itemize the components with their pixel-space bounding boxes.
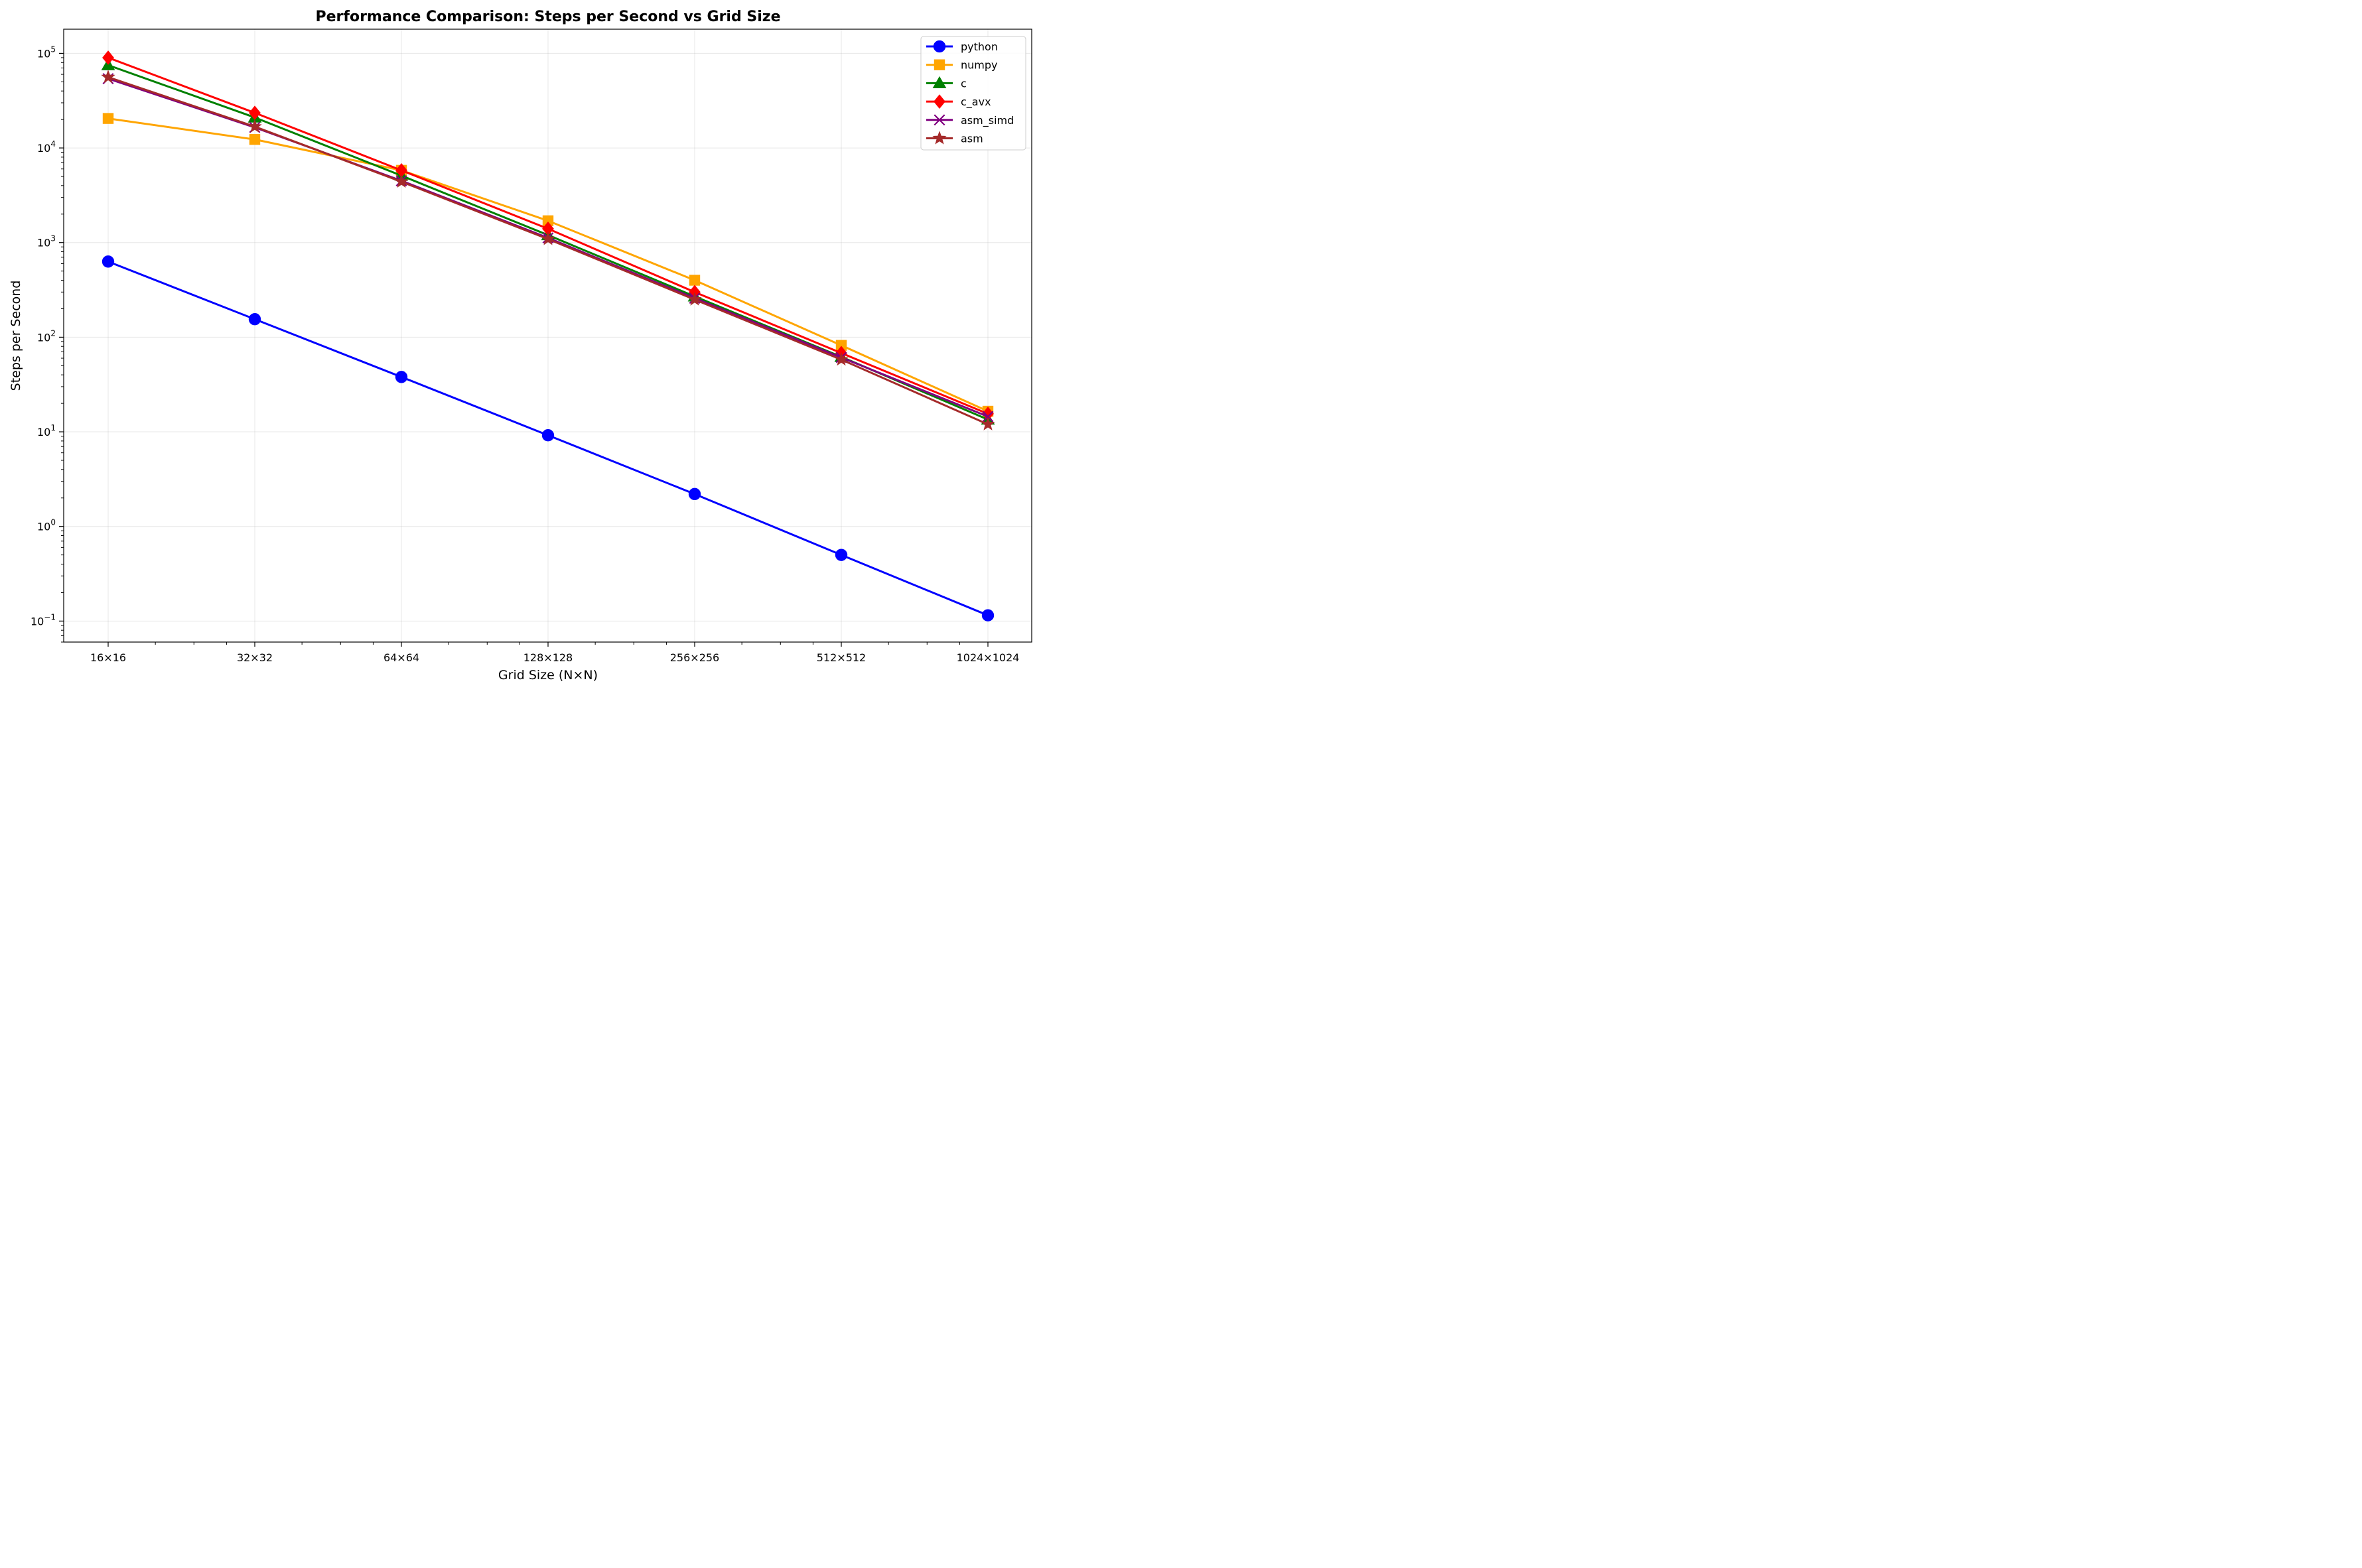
x-tick-label: 16×16: [90, 651, 126, 664]
y-tick-label: 103: [37, 234, 56, 249]
data-point-numpy: [249, 134, 261, 145]
chart-title: Performance Comparison: Steps per Second…: [316, 9, 781, 25]
legend-label: c: [961, 77, 967, 90]
x-axis-label: Grid Size (N×N): [498, 668, 598, 683]
x-tick-label: 1024×1024: [957, 651, 1020, 664]
gridlines: [64, 29, 1032, 642]
data-point-asm: [394, 174, 409, 188]
legend-label: asm: [961, 133, 983, 145]
data-point-python: [395, 371, 408, 383]
data-point-asm_simd: [982, 411, 994, 423]
y-tick-label: 101: [37, 423, 56, 438]
data-point-asm: [687, 292, 702, 306]
data-point-asm: [981, 417, 995, 430]
data-point-asm: [834, 352, 849, 366]
y-tick-label: 105: [37, 44, 56, 60]
legend-label: asm_simd: [961, 114, 1014, 127]
legend-item-c: c: [926, 76, 967, 90]
data-point-c_avx: [102, 50, 114, 65]
data-point-numpy: [689, 275, 701, 286]
legend-marker: [934, 94, 945, 109]
y-tick-label: 102: [37, 328, 56, 344]
data-point-python: [835, 549, 848, 561]
legend-item-asm: asm: [926, 131, 983, 145]
legend-item-python: python: [926, 40, 998, 53]
data-point-asm: [101, 70, 115, 84]
legend-label: numpy: [961, 59, 998, 72]
data-point-python: [248, 313, 261, 326]
legend-marker: [932, 131, 947, 145]
legend-marker: [933, 40, 946, 53]
legend-marker: [934, 114, 945, 126]
y-tick-label: 104: [37, 139, 56, 155]
data-point-python: [688, 488, 701, 501]
y-tick-label: 100: [37, 518, 56, 533]
data-point-python: [981, 609, 995, 621]
legend-item-asm_simd: asm_simd: [926, 114, 1014, 127]
legend-label: python: [961, 40, 998, 53]
chart-container: 16×16 32×32 64×64 128×128 256×256 512×512 1024…: [0, 0, 1040, 690]
data-point-python: [102, 255, 115, 268]
y-axis-label: Steps per Second: [9, 281, 23, 391]
y-tick-label: 10−1: [31, 612, 56, 627]
x-tick-label: 64×64: [383, 651, 419, 664]
line-chart: 16×16 32×32 64×64 128×128 256×256 512×512 1024…: [0, 0, 1040, 690]
series-asm: [101, 70, 995, 430]
data-point-numpy: [102, 113, 114, 124]
series-layer: [101, 50, 995, 621]
data-point-asm: [541, 231, 555, 245]
chart-background: [0, 0, 1040, 690]
legend-item-c_avx: c_avx: [926, 94, 991, 109]
data-point-asm: [247, 119, 262, 133]
x-tick-label: 32×32: [237, 651, 273, 664]
axes: 16×16 32×32 64×64 128×128 256×256 512×512 1024…: [31, 44, 1019, 664]
legend-marker: [932, 76, 947, 89]
legend-label: c_avx: [961, 96, 991, 109]
series-python: [102, 255, 995, 621]
legend-item-numpy: numpy: [926, 59, 998, 72]
x-tick-label: 512×512: [817, 651, 866, 664]
x-tick-label: 128×128: [523, 651, 573, 664]
legend-marker: [934, 59, 945, 70]
data-point-python: [541, 429, 555, 442]
x-tick-label: 256×256: [670, 651, 719, 664]
